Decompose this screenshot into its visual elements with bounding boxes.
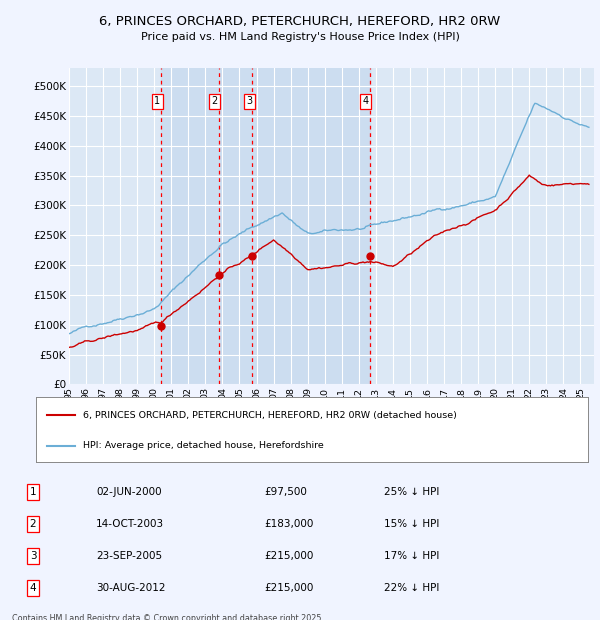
Text: £215,000: £215,000 <box>264 551 313 561</box>
Text: 3: 3 <box>246 96 253 107</box>
Text: 02-JUN-2000: 02-JUN-2000 <box>96 487 161 497</box>
Text: 1: 1 <box>29 487 37 497</box>
Text: £183,000: £183,000 <box>264 520 313 529</box>
Text: 30-AUG-2012: 30-AUG-2012 <box>96 583 166 593</box>
Text: £97,500: £97,500 <box>264 487 307 497</box>
Bar <box>161 68 219 384</box>
Text: 23-SEP-2005: 23-SEP-2005 <box>96 551 162 561</box>
Text: Contains HM Land Registry data © Crown copyright and database right 2025.
This d: Contains HM Land Registry data © Crown c… <box>12 614 324 620</box>
Bar <box>252 68 370 384</box>
Text: 2: 2 <box>211 96 218 107</box>
Text: 25% ↓ HPI: 25% ↓ HPI <box>384 487 439 497</box>
Text: Price paid vs. HM Land Registry's House Price Index (HPI): Price paid vs. HM Land Registry's House … <box>140 32 460 42</box>
Text: 2: 2 <box>29 520 37 529</box>
Text: 14-OCT-2003: 14-OCT-2003 <box>96 520 164 529</box>
Text: £215,000: £215,000 <box>264 583 313 593</box>
Text: 3: 3 <box>29 551 37 561</box>
Text: 4: 4 <box>362 96 369 107</box>
Text: 15% ↓ HPI: 15% ↓ HPI <box>384 520 439 529</box>
Bar <box>219 68 252 384</box>
Text: 22% ↓ HPI: 22% ↓ HPI <box>384 583 439 593</box>
Text: 17% ↓ HPI: 17% ↓ HPI <box>384 551 439 561</box>
Text: 1: 1 <box>154 96 160 107</box>
Text: HPI: Average price, detached house, Herefordshire: HPI: Average price, detached house, Here… <box>83 441 323 450</box>
Text: 6, PRINCES ORCHARD, PETERCHURCH, HEREFORD, HR2 0RW (detached house): 6, PRINCES ORCHARD, PETERCHURCH, HEREFOR… <box>83 410 457 420</box>
Text: 4: 4 <box>29 583 37 593</box>
Text: 6, PRINCES ORCHARD, PETERCHURCH, HEREFORD, HR2 0RW: 6, PRINCES ORCHARD, PETERCHURCH, HEREFOR… <box>100 16 500 29</box>
